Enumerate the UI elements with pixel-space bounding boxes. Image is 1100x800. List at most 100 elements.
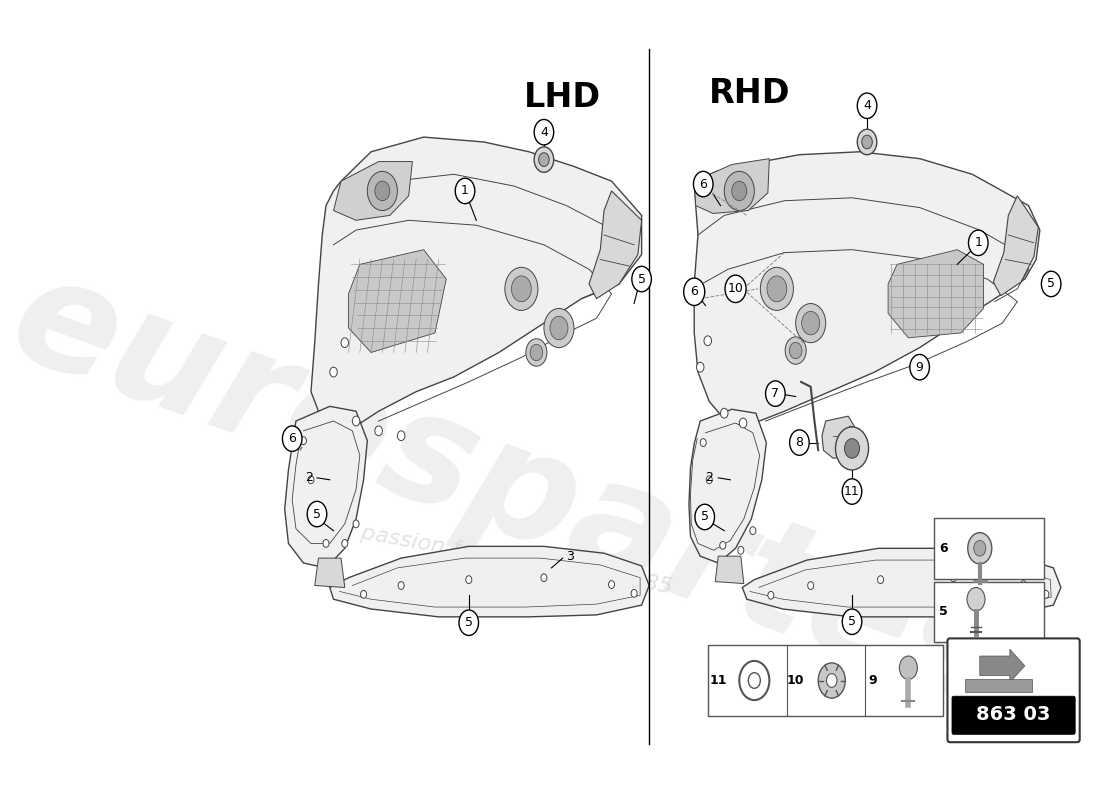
Circle shape (719, 542, 726, 550)
FancyBboxPatch shape (934, 518, 1044, 578)
Circle shape (608, 581, 615, 589)
Text: 6: 6 (288, 432, 296, 445)
Circle shape (790, 342, 802, 358)
Text: 5: 5 (701, 510, 708, 523)
Circle shape (766, 381, 785, 406)
Circle shape (543, 309, 574, 347)
Circle shape (767, 276, 786, 302)
Circle shape (768, 591, 774, 599)
Circle shape (330, 367, 338, 377)
Text: 5: 5 (314, 507, 321, 521)
Text: 10: 10 (786, 674, 804, 687)
Circle shape (398, 582, 404, 590)
Circle shape (283, 426, 302, 451)
Circle shape (968, 533, 992, 564)
Circle shape (750, 526, 756, 534)
Text: 4: 4 (864, 99, 871, 112)
Text: 9: 9 (869, 674, 878, 687)
Circle shape (341, 338, 349, 347)
Text: 11: 11 (844, 485, 860, 498)
Circle shape (307, 502, 327, 526)
Circle shape (818, 663, 845, 698)
Polygon shape (965, 678, 1033, 692)
Polygon shape (694, 158, 769, 214)
Polygon shape (822, 416, 859, 458)
Polygon shape (694, 152, 1040, 426)
Circle shape (950, 574, 957, 582)
FancyBboxPatch shape (708, 646, 943, 716)
Circle shape (748, 673, 760, 688)
Circle shape (308, 476, 314, 484)
Circle shape (725, 275, 746, 302)
Text: 5: 5 (939, 606, 948, 618)
Polygon shape (315, 558, 344, 587)
Circle shape (311, 510, 318, 518)
Text: 2: 2 (705, 471, 713, 484)
Circle shape (535, 119, 553, 145)
Circle shape (455, 178, 475, 204)
Circle shape (1042, 271, 1060, 297)
Circle shape (701, 438, 706, 446)
Text: a passion for parts since 1985: a passion for parts since 1985 (339, 519, 673, 597)
Text: 5: 5 (638, 273, 646, 286)
Text: 9: 9 (915, 361, 924, 374)
Circle shape (539, 153, 549, 166)
Text: 4: 4 (540, 126, 548, 138)
Text: 3: 3 (972, 550, 980, 562)
Circle shape (857, 130, 877, 154)
Circle shape (843, 479, 861, 504)
Circle shape (397, 431, 405, 441)
Circle shape (367, 171, 397, 210)
Text: 8: 8 (795, 436, 803, 449)
Polygon shape (715, 556, 744, 583)
Circle shape (968, 230, 988, 255)
FancyBboxPatch shape (947, 638, 1080, 742)
Circle shape (795, 303, 826, 342)
Circle shape (512, 276, 531, 302)
Circle shape (836, 427, 869, 470)
Text: 11: 11 (710, 674, 727, 687)
Circle shape (732, 181, 747, 201)
Circle shape (505, 267, 538, 310)
Circle shape (300, 437, 307, 445)
Circle shape (465, 576, 472, 583)
Circle shape (459, 610, 478, 635)
Circle shape (1043, 590, 1049, 598)
Circle shape (910, 354, 930, 380)
Circle shape (353, 520, 359, 528)
Circle shape (375, 426, 383, 436)
Text: 6: 6 (939, 542, 948, 555)
Circle shape (826, 674, 837, 687)
Polygon shape (588, 191, 641, 298)
Circle shape (845, 438, 859, 458)
Circle shape (760, 267, 793, 310)
Text: 863 03: 863 03 (977, 706, 1050, 724)
Polygon shape (850, 426, 859, 449)
Circle shape (739, 418, 747, 428)
Circle shape (704, 336, 712, 346)
Circle shape (790, 430, 810, 455)
Polygon shape (993, 196, 1038, 296)
Circle shape (738, 546, 744, 554)
Circle shape (530, 344, 542, 361)
Circle shape (631, 266, 651, 292)
Text: 5: 5 (848, 615, 856, 628)
Text: 1: 1 (461, 185, 469, 198)
Circle shape (342, 539, 348, 547)
Circle shape (693, 171, 713, 197)
Circle shape (878, 576, 883, 583)
Polygon shape (311, 137, 641, 431)
Text: eurospartes: eurospartes (0, 242, 1020, 738)
Text: LHD: LHD (524, 82, 602, 114)
Circle shape (785, 337, 806, 364)
Circle shape (352, 416, 360, 426)
Circle shape (361, 590, 366, 598)
Circle shape (696, 362, 704, 372)
Polygon shape (742, 548, 1060, 617)
Circle shape (526, 338, 547, 366)
Polygon shape (330, 546, 649, 617)
Polygon shape (689, 410, 767, 563)
Circle shape (707, 510, 714, 518)
Circle shape (550, 316, 568, 340)
Circle shape (857, 93, 877, 118)
